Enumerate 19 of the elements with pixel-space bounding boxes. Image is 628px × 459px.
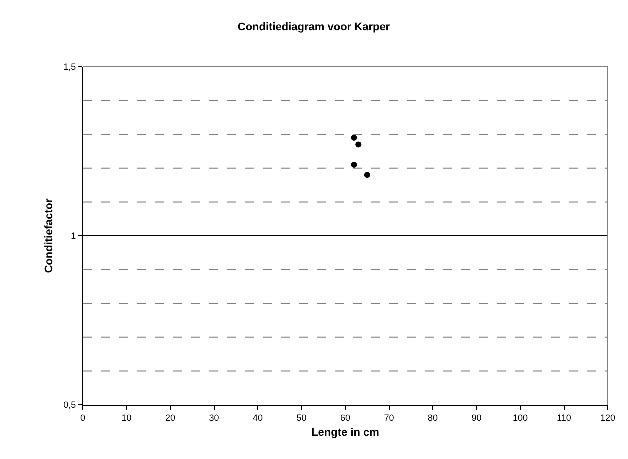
x-tick-label: 110	[557, 412, 572, 423]
x-tick-label: 20	[165, 412, 176, 423]
y-tick-label: 0,5	[64, 400, 76, 410]
x-tick-label: 50	[296, 412, 307, 423]
x-tick-label: 120	[600, 412, 616, 423]
x-tick-label: 70	[384, 412, 394, 423]
x-tick-label: 80	[428, 412, 438, 423]
y-tick-label: 1,5	[64, 62, 76, 72]
chart-title: Conditiediagram voor Karper	[238, 22, 391, 34]
x-tick-label: 90	[472, 412, 482, 423]
x-tick-label: 30	[209, 412, 220, 423]
x-tick-label: 10	[122, 412, 132, 423]
x-tick-label: 0	[80, 412, 86, 423]
x-axis-title: Lengte in cm	[312, 427, 380, 439]
x-tick-label: 40	[252, 412, 264, 423]
y-tick-label: 1	[71, 231, 76, 242]
x-tick-label: 100	[512, 412, 528, 423]
y-axis-title: Conditiefactor	[43, 198, 56, 274]
x-tick-label: 60	[340, 412, 351, 423]
